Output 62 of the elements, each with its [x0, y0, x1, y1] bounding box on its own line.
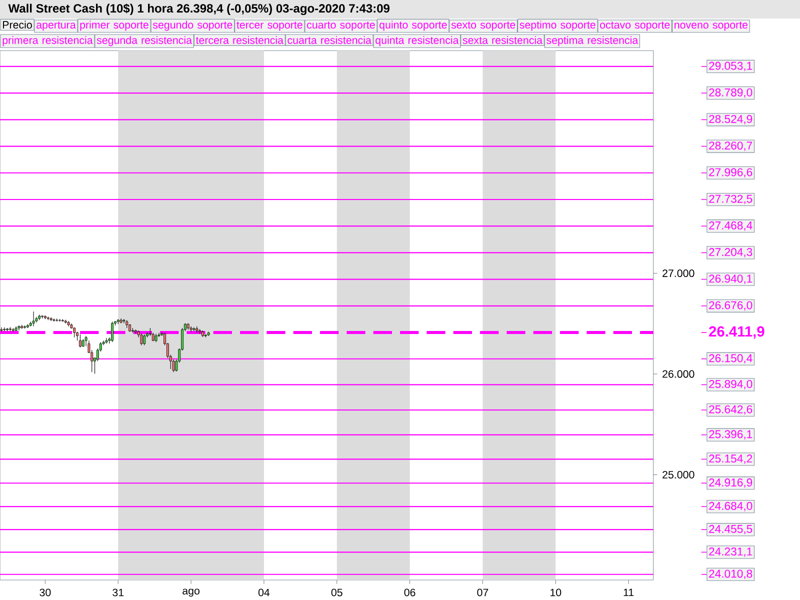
- y-tick-label: 25.000: [662, 470, 694, 479]
- text: Precio: [3, 20, 32, 29]
- ref-line-label: 27.732,5: [709, 194, 752, 204]
- ref-line-label: 27.996,6: [709, 168, 752, 178]
- ref-line-label: 29.053,1: [709, 62, 752, 72]
- x-tick-label: 30: [40, 588, 51, 596]
- text: cuarta resistencia: [288, 36, 372, 44]
- text: segunda resistencia: [96, 36, 192, 46]
- text: primer soporte: [80, 20, 148, 31]
- x-tick-label: 31: [112, 588, 124, 596]
- x-tick-label: ago: [182, 588, 200, 597]
- candlestick: [32, 311, 35, 327]
- y-tick-label: 27.000: [662, 270, 694, 278]
- candlestick: [111, 321, 114, 342]
- x-tick-label: 04: [258, 588, 270, 596]
- text: sexto soporte: [451, 22, 516, 31]
- ref-line-label: 27.204,3: [709, 248, 752, 258]
- ref-line-label: 27.468,4: [709, 221, 752, 231]
- text: cuarto soporte: [307, 22, 375, 31]
- text: septima resistencia: [546, 36, 638, 46]
- text: primera resistencia: [2, 36, 93, 46]
- candlestick: [143, 334, 146, 346]
- ref-line-label: 26.411,9: [709, 326, 764, 339]
- text: tercera resistencia: [196, 36, 284, 44]
- text: noveno soporte: [674, 22, 748, 31]
- ref-line-label: 24.916,9: [709, 478, 752, 488]
- ref-line-label: 26.150,4: [709, 354, 752, 364]
- text: sexta resistencia: [462, 36, 543, 44]
- x-tick-label: 11: [624, 588, 634, 596]
- y-tick-label: 26.000: [662, 370, 694, 378]
- ref-line-label: 25.396,1: [709, 430, 752, 440]
- text: quinta resistencia: [376, 36, 459, 46]
- ref-line-label: 24.231,1: [709, 548, 752, 557]
- ref-line-label: 25.154,2: [709, 454, 752, 464]
- ref-line-label: 26.676,0: [709, 301, 752, 311]
- x-tick-label: 05: [331, 588, 342, 596]
- ref-line-label: 25.642,6: [709, 405, 752, 415]
- ref-line-label: 26.940,1: [709, 274, 752, 284]
- text: segundo soporte: [152, 20, 232, 31]
- candlestick: [140, 333, 143, 346]
- x-tick-label: 06: [404, 588, 416, 596]
- text: septimo soporte: [520, 20, 596, 31]
- ref-line-label: 24.455,5: [709, 524, 752, 534]
- text: octavo soporte: [600, 22, 670, 31]
- text: tercer soporte: [236, 22, 302, 31]
- candlestick: [105, 338, 108, 344]
- candlestick: [18, 325, 20, 331]
- candlestick: [172, 359, 175, 372]
- x-tick-label: 07: [477, 588, 488, 596]
- ref-line-label: 24.010,8: [709, 570, 752, 580]
- ref-line-label: 28.789,0: [709, 88, 752, 98]
- text: quinto soporte: [380, 20, 447, 31]
- ref-line-label: 28.524,9: [709, 114, 752, 124]
- text: apertura: [36, 22, 76, 31]
- ref-line-label: 25.894,0: [709, 380, 752, 390]
- candlestick: [190, 326, 192, 332]
- ref-line-label: 28.260,7: [709, 142, 752, 151]
- chart-title: Wall Street Cash (10$) 1 hora 26.398,4 (-0,05%) 03-ago-2020 7:43:09: [8, 4, 390, 16]
- candlestick: [67, 320, 70, 327]
- candlestick: [78, 334, 82, 348]
- x-tick-label: 10: [550, 588, 562, 596]
- ref-line-label: 24.684,0: [709, 502, 752, 512]
